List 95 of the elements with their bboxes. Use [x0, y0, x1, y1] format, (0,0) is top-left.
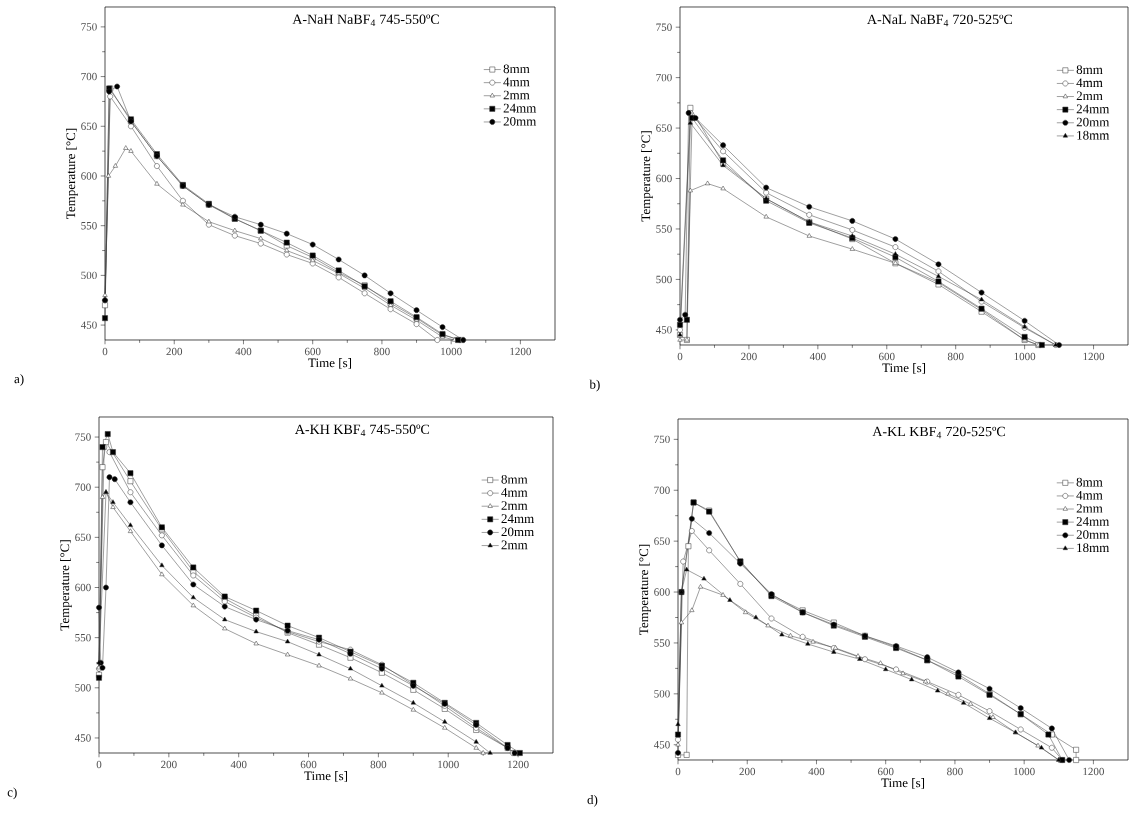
x-tick-label: 1000 [441, 347, 462, 356]
legend-label: 18mm [1077, 130, 1110, 140]
x-tick-label: 200 [161, 760, 177, 769]
text: a) [14, 374, 24, 386]
legend-label: 24mm [501, 514, 534, 523]
x-tick-label: 600 [879, 352, 895, 361]
x-tick-label: 200 [739, 767, 756, 776]
y-axis-title: Temperature [°C] [641, 131, 653, 222]
x-tick-label: 400 [808, 767, 825, 776]
x-tick-label: 0 [675, 767, 681, 776]
text: d) [587, 795, 598, 807]
y-tick-label: 650 [75, 533, 91, 542]
x-tick-label: 800 [370, 760, 387, 769]
y-tick-label: 500 [654, 690, 670, 698]
y-axis-title: Temperature [°C] [639, 544, 651, 635]
x-axis-title: Time [s] [882, 363, 926, 374]
chart-title: A-KH KBF$_{4}$ 745-550ºC [294, 424, 430, 437]
legend-label: 2mm [1076, 503, 1103, 513]
text: c) [7, 787, 17, 800]
x-tick-label: 1000 [1014, 767, 1035, 776]
y-tick-label: 750 [75, 433, 91, 441]
y-tick-label: 650 [654, 537, 670, 545]
y-tick-label: 750 [656, 23, 672, 31]
y-tick-label: 700 [75, 483, 91, 491]
legend-label: 2mm [503, 90, 530, 100]
x-tick-label: 1000 [1014, 352, 1036, 361]
x-axis-title: Time [s] [304, 771, 348, 782]
legend-label: 20mm [503, 116, 537, 126]
legend-label: 8mm [501, 474, 528, 484]
x-axis-title: Time [s] [308, 358, 352, 369]
chart-title: A-KL KBF$_{4}$ 720-525ºC [872, 426, 1005, 439]
legend-label: 8mm [1076, 65, 1103, 75]
y-tick-label: 600 [656, 174, 672, 183]
y-tick-label: 700 [654, 486, 670, 494]
x-tick-label: 400 [230, 760, 247, 769]
legend-label: 20mm [1076, 530, 1110, 539]
x-tick-label: 800 [374, 347, 390, 356]
y-tick-label: 500 [81, 271, 97, 280]
y-tick-label: 550 [81, 221, 97, 230]
legend-label: 4mm [1076, 490, 1103, 500]
legend-label: 8mm [1076, 477, 1103, 487]
y-tick-label: 550 [656, 225, 672, 233]
x-tick-label: 0 [102, 347, 108, 356]
y-tick-label: 700 [656, 73, 672, 82]
x-tick-label: 600 [300, 760, 317, 769]
x-tick-label: 0 [677, 352, 683, 361]
y-axis-title: Temperature [°C] [66, 128, 78, 219]
y-tick-label: 650 [656, 124, 672, 132]
y-tick-label: 500 [75, 684, 91, 692]
y-tick-label: 750 [81, 23, 97, 31]
x-tick-label: 800 [947, 352, 964, 361]
x-tick-label: 1200 [1083, 767, 1104, 776]
legend-label: 20mm [501, 527, 534, 537]
y-tick-label: 450 [653, 741, 670, 749]
legend-label: 2mm [1076, 91, 1103, 101]
y-tick-label: 650 [81, 122, 97, 130]
y-tick-label: 600 [75, 583, 91, 592]
x-tick-label: 600 [304, 347, 321, 356]
y-axis-title: Temperature [°C] [60, 540, 72, 631]
legend-label: 24mm [1076, 517, 1110, 526]
y-tick-label: 450 [655, 326, 672, 334]
x-tick-label: 200 [166, 347, 183, 356]
y-tick-label: 500 [656, 275, 672, 284]
x-tick-label: 0 [96, 760, 102, 769]
x-tick-label: 1200 [1083, 352, 1105, 361]
x-tick-label: 1000 [438, 760, 459, 769]
x-axis-title: Time [s] [881, 778, 925, 789]
legend-label: 18mm [1077, 543, 1110, 553]
legend-label: 4mm [1076, 78, 1103, 87]
x-tick-label: 400 [809, 352, 826, 361]
y-tick-label: 600 [81, 172, 97, 180]
y-tick-label: 450 [80, 321, 97, 329]
text: b) [589, 379, 600, 392]
x-tick-label: 800 [947, 767, 963, 776]
legend-label: 4mm [503, 77, 530, 87]
y-tick-label: 700 [81, 72, 97, 81]
y-tick-label: 750 [654, 435, 670, 444]
x-tick-label: 200 [741, 352, 757, 361]
x-tick-label: 1200 [510, 347, 531, 356]
legend-label: 8mm [503, 64, 530, 74]
y-tick-label: 600 [654, 588, 670, 596]
legend-label: 2mm [501, 540, 528, 550]
legend-label: 24mm [503, 103, 537, 113]
legend-label: 2mm [501, 501, 528, 510]
x-tick-label: 600 [877, 767, 894, 776]
chart-title: A-NaL NaBF$_{4}$ 720-525ºC [867, 14, 1012, 27]
chart-title: A-NaH NaBF$_{4}$ 745-550ºC [292, 14, 439, 26]
y-tick-label: 550 [75, 633, 91, 642]
y-tick-label: 450 [74, 734, 91, 742]
x-tick-label: 400 [235, 347, 252, 356]
legend-label: 24mm [1076, 104, 1110, 114]
legend-label: 20mm [1076, 117, 1110, 127]
legend-label: 4mm [501, 488, 528, 497]
y-tick-label: 550 [654, 639, 670, 647]
x-tick-label: 1200 [508, 760, 529, 769]
